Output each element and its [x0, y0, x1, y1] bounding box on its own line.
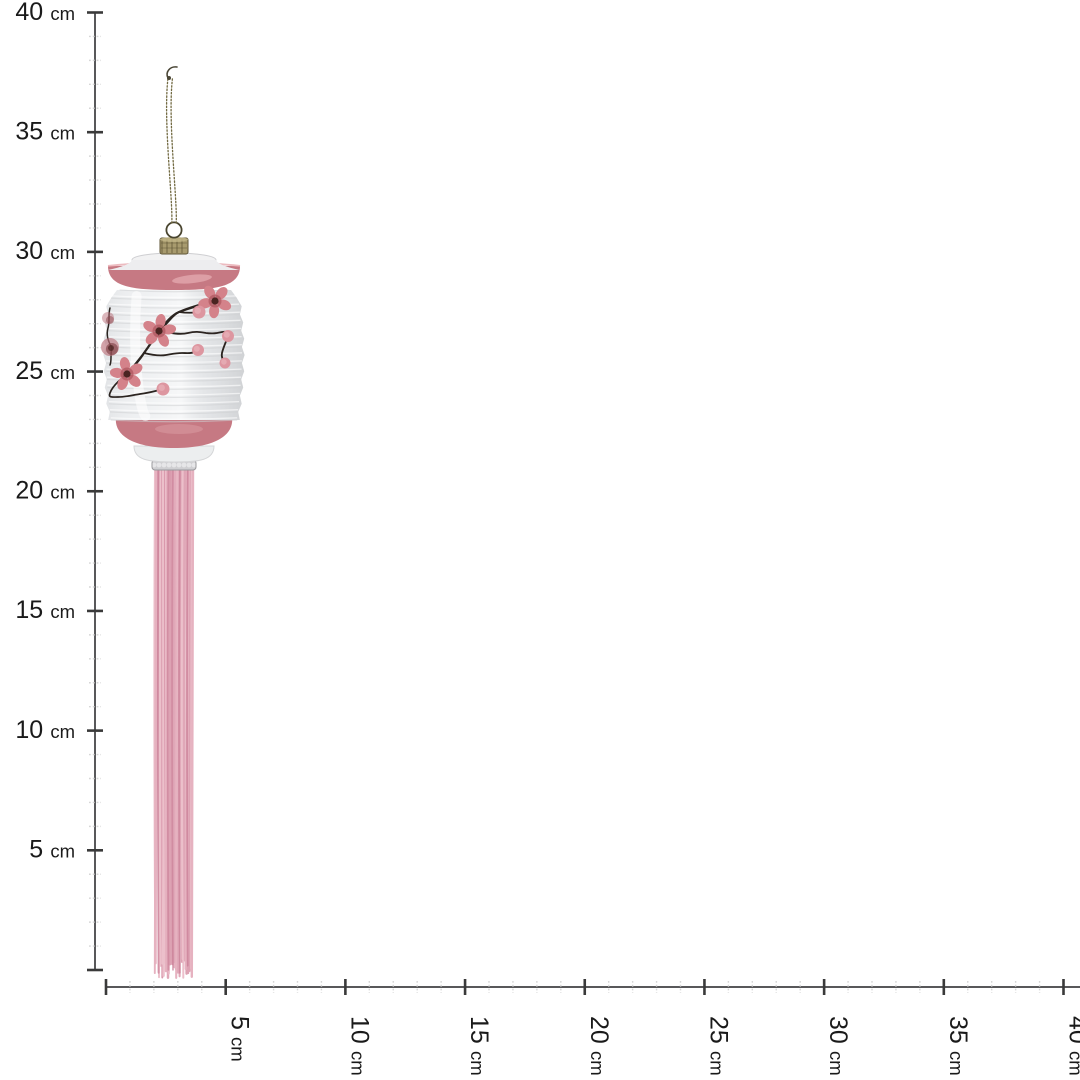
- svg-text:40 cm: 40 cm: [1064, 1016, 1080, 1076]
- svg-text:15 cm: 15 cm: [465, 1016, 493, 1076]
- svg-text:30 cm: 30 cm: [824, 1016, 852, 1076]
- svg-text:5 cm: 5 cm: [226, 1016, 254, 1062]
- svg-text:40 cm: 40 cm: [15, 0, 75, 26]
- svg-text:20 cm: 20 cm: [15, 477, 75, 505]
- svg-text:15 cm: 15 cm: [15, 596, 75, 624]
- svg-text:35 cm: 35 cm: [15, 117, 75, 145]
- svg-text:10 cm: 10 cm: [345, 1016, 373, 1076]
- svg-text:35 cm: 35 cm: [944, 1016, 972, 1076]
- svg-text:20 cm: 20 cm: [585, 1016, 613, 1076]
- svg-text:5 cm: 5 cm: [29, 836, 75, 864]
- svg-text:30 cm: 30 cm: [15, 237, 75, 265]
- svg-text:10 cm: 10 cm: [15, 716, 75, 744]
- svg-text:25 cm: 25 cm: [15, 357, 75, 385]
- svg-text:25 cm: 25 cm: [704, 1016, 732, 1076]
